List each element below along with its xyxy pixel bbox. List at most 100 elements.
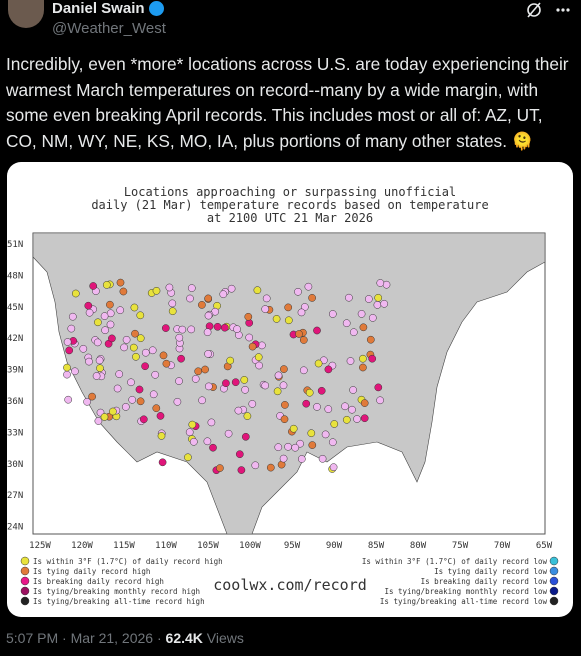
station-dot: [243, 412, 252, 420]
more-dot[interactable]: [561, 8, 565, 12]
author-handle[interactable]: @Weather_West: [52, 20, 166, 37]
station-dot: [204, 350, 212, 358]
station-dot: [307, 429, 316, 438]
station-dot: [129, 343, 138, 352]
station-dot: [106, 320, 115, 329]
station-dot: [65, 346, 74, 355]
station-dot: [168, 307, 177, 316]
grok-icon[interactable]: [527, 3, 541, 17]
station-dot: [92, 372, 101, 380]
lon-label: 70W: [494, 541, 511, 551]
station-dot: [284, 316, 293, 325]
station-dot: [261, 381, 270, 390]
station-dot: [100, 312, 109, 320]
station-dot: [357, 310, 366, 318]
lon-label: 105W: [197, 541, 219, 551]
station-dot: [204, 294, 213, 303]
station-dot: [165, 283, 174, 292]
station-dot: [281, 401, 289, 409]
station-dot: [79, 344, 88, 353]
station-dot: [368, 314, 377, 322]
station-dot: [261, 305, 270, 313]
legend-text: Is breaking daily record low: [421, 577, 548, 586]
station-dot: [135, 385, 144, 394]
legend-text: Is breaking daily record high: [33, 577, 164, 586]
land: [32, 232, 546, 535]
view-count: 62.4K: [165, 630, 203, 646]
station-dot: [131, 329, 139, 338]
station-dot: [374, 293, 383, 302]
author-name[interactable]: Daniel Swain: [52, 0, 145, 17]
map-title: at 2100 UTC 21 Mar 2026: [207, 211, 373, 225]
timestamp[interactable]: 5:07 PM · Mar 21, 2026 ·: [6, 630, 166, 646]
lon-label: 95W: [284, 541, 301, 551]
station-dot: [158, 458, 167, 467]
station-dot: [201, 365, 209, 374]
station-dot: [266, 463, 275, 472]
station-dot: [175, 333, 184, 342]
station-dot: [237, 466, 246, 474]
lat-label: 27N: [7, 491, 23, 501]
station-dot: [345, 293, 353, 302]
station-dot: [262, 294, 271, 303]
station-dot: [321, 430, 330, 439]
station-dot: [353, 415, 361, 423]
station-dot: [248, 400, 257, 408]
station-dot: [184, 453, 192, 462]
station-dot: [102, 281, 111, 289]
lon-label: 115W: [113, 541, 135, 551]
station-dot: [141, 348, 150, 357]
station-dot: [116, 306, 125, 315]
legend-text: Is within 3°F (1.7°C) of daily record lo…: [362, 557, 548, 566]
station-dot: [207, 418, 216, 427]
more-dot[interactable]: [556, 8, 560, 12]
station-dot: [289, 424, 298, 433]
station-dot: [96, 364, 104, 373]
verified-badge: [149, 1, 164, 16]
record-map: Locations approaching or surpassing unof…: [7, 185, 559, 606]
station-dot: [297, 308, 306, 317]
station-dot: [148, 346, 157, 355]
station-dot: [330, 420, 339, 428]
station-dot: [241, 432, 250, 441]
station-dot: [108, 334, 116, 343]
lat-label: 33N: [7, 428, 23, 438]
station-dot: [189, 437, 198, 446]
station-dot: [376, 396, 384, 405]
more-dot[interactable]: [566, 8, 570, 12]
station-dot: [376, 279, 385, 287]
station-dot: [374, 383, 383, 392]
station-dot: [317, 386, 326, 395]
tweet-image[interactable]: Locations approaching or surpassing unof…: [7, 162, 573, 617]
station-dot: [83, 397, 91, 406]
station-dot: [204, 311, 213, 320]
lon-label: 100W: [239, 541, 261, 551]
lat-label: 45N: [7, 303, 23, 313]
station-dot: [324, 365, 333, 374]
station-dot: [85, 357, 93, 366]
station-dot: [308, 441, 317, 449]
station-dot: [198, 396, 206, 405]
station-dot: [349, 386, 357, 394]
avatar[interactable]: [8, 0, 44, 28]
station-dot: [248, 342, 257, 351]
station-dot: [106, 300, 114, 309]
station-dot: [231, 378, 240, 387]
lat-label: 36N: [7, 397, 23, 407]
station-dot: [291, 443, 300, 452]
station-dot: [136, 311, 145, 320]
map-title: Locations approaching or surpassing unof…: [124, 185, 456, 199]
station-dot: [348, 405, 356, 414]
station-dot: [63, 363, 71, 372]
lon-label: 80W: [410, 541, 427, 551]
legend-dot: [20, 576, 30, 586]
station-dot: [119, 287, 128, 296]
station-dot: [151, 370, 160, 379]
station-dot: [224, 429, 233, 438]
legend-text: Is within 3°F (1.7°C) of daily record hi…: [33, 557, 223, 566]
station-dot: [162, 359, 171, 368]
legend-text: Is tying/breaking monthly record low: [384, 587, 547, 596]
station-dot: [95, 356, 104, 365]
station-dot: [235, 450, 244, 459]
